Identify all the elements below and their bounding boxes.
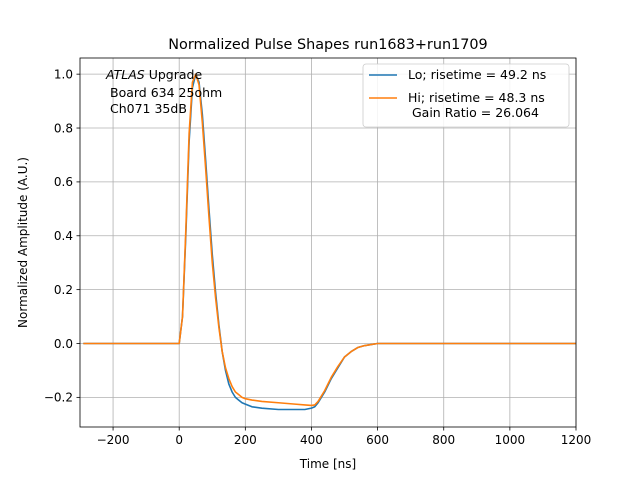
x-axis: −200 0 200 400 600 800 1000 1200 bbox=[97, 427, 592, 447]
y-tick-label: 0.6 bbox=[54, 175, 73, 189]
y-axis: −0.2 0.0 0.2 0.4 0.6 0.8 1.0 bbox=[44, 67, 80, 405]
plot-frame bbox=[79, 57, 577, 428]
series-layer bbox=[83, 73, 576, 411]
annotation-line3: Ch071 35dB bbox=[110, 101, 187, 116]
annotation-atlas: ATLAS bbox=[105, 67, 145, 82]
legend: Lo; risetime = 49.2 ns Hi; risetime = 48… bbox=[362, 63, 570, 128]
annotation: ATLAS Upgrade Board 634 25ohm Ch071 35dB bbox=[105, 67, 222, 116]
x-tick-label: 1000 bbox=[495, 433, 526, 447]
legend-label-lo: Lo; risetime = 49.2 ns bbox=[408, 67, 546, 82]
x-tick-label: 1200 bbox=[561, 433, 592, 447]
y-axis-label: Normalized Amplitude (A.U.) bbox=[16, 157, 30, 328]
series-line-hi bbox=[83, 73, 576, 407]
y-tick-label: 0.4 bbox=[54, 229, 73, 243]
annotation-line1: ATLAS Upgrade bbox=[105, 67, 202, 82]
y-tick-label: −0.2 bbox=[44, 391, 73, 405]
chart-title: Normalized Pulse Shapes run1683+run1709 bbox=[168, 37, 487, 53]
y-tick-label: 0.0 bbox=[54, 337, 73, 351]
annotation-upgrade: Upgrade bbox=[145, 67, 203, 82]
legend-label-hi: Hi; risetime = 48.3 ns Gain Ratio = 26.0… bbox=[408, 90, 545, 120]
x-tick-label: 800 bbox=[432, 433, 455, 447]
x-tick-label: 200 bbox=[234, 433, 257, 447]
y-tick-label: 0.2 bbox=[54, 283, 73, 297]
y-tick-label: 1.0 bbox=[54, 67, 73, 81]
x-tick-label: 600 bbox=[366, 433, 389, 447]
x-tick-label: −200 bbox=[97, 433, 130, 447]
y-tick-label: 0.8 bbox=[54, 121, 73, 135]
legend-box bbox=[362, 63, 570, 128]
annotation-line2: Board 634 25ohm bbox=[110, 85, 222, 100]
x-tick-label: 0 bbox=[175, 433, 183, 447]
x-axis-label: Time [ns] bbox=[299, 457, 356, 471]
x-tick-label: 400 bbox=[300, 433, 323, 447]
